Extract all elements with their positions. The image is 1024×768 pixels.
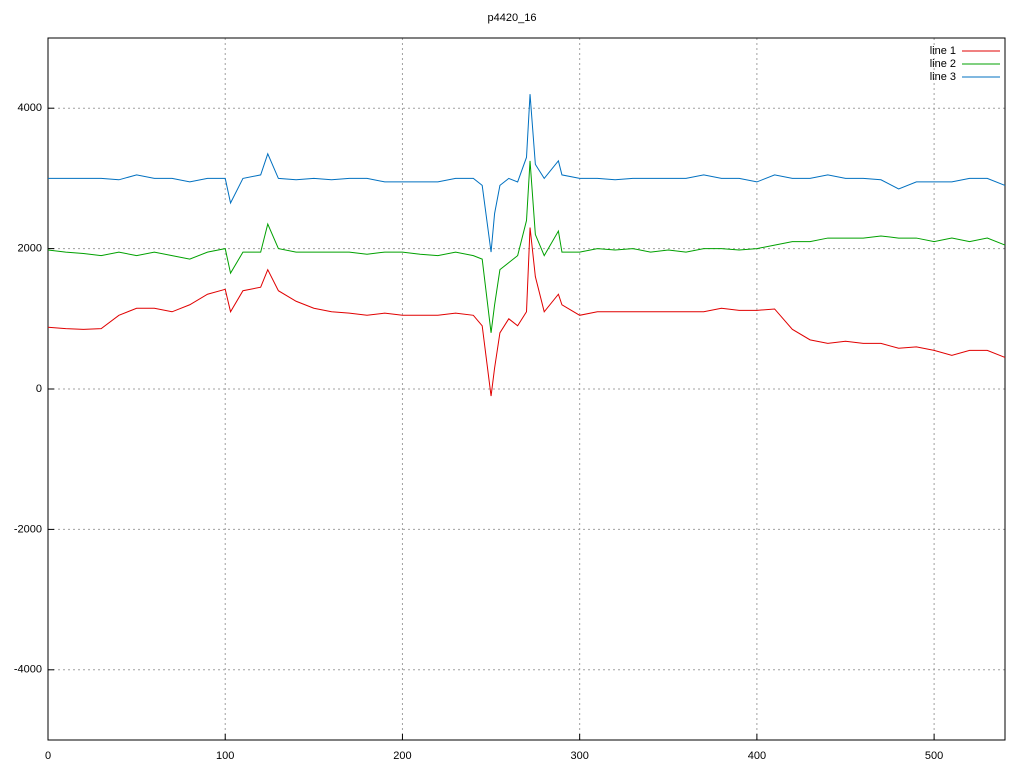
y-tick-label: -4000 [14,664,42,676]
x-tick-label: 400 [748,750,766,762]
chart-title: p4420_16 [488,12,537,24]
x-tick-label: 300 [570,750,588,762]
x-tick-label: 100 [216,750,234,762]
data-line [48,94,1006,253]
x-tick-label: 500 [925,750,943,762]
legend-label: line 1 [930,45,956,57]
y-tick-label: 2000 [18,243,42,255]
data-line [47,160,1006,333]
x-tick-label: 0 [45,750,51,762]
y-tick-label: 0 [36,383,42,395]
data-line [47,227,1006,397]
y-tick-label: 4000 [18,102,42,114]
plot-frame [47,37,1006,741]
legend-label: line 3 [930,71,956,83]
legend-label: line 2 [930,58,956,70]
y-tick-label: -2000 [14,523,42,535]
x-tick-label: 200 [393,750,411,762]
